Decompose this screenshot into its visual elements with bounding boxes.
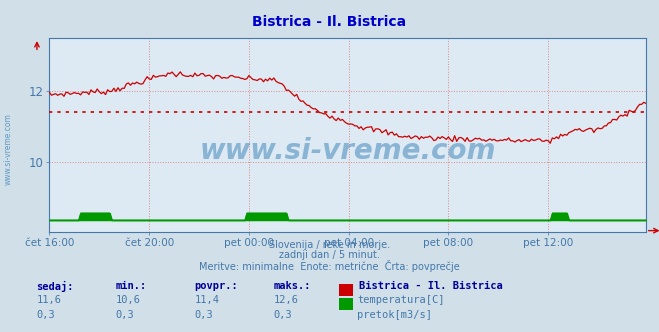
Text: maks.:: maks.: — [273, 281, 311, 290]
Text: Meritve: minimalne  Enote: metrične  Črta: povprečje: Meritve: minimalne Enote: metrične Črta:… — [199, 260, 460, 272]
Text: min.:: min.: — [115, 281, 146, 290]
Text: pretok[m3/s]: pretok[m3/s] — [357, 310, 432, 320]
Text: 10,6: 10,6 — [115, 295, 140, 305]
Text: 0,3: 0,3 — [36, 310, 55, 320]
Text: povpr.:: povpr.: — [194, 281, 238, 290]
Text: Bistrica - Il. Bistrica: Bistrica - Il. Bistrica — [252, 15, 407, 29]
Text: Slovenija / reke in morje.: Slovenija / reke in morje. — [269, 240, 390, 250]
Text: 11,4: 11,4 — [194, 295, 219, 305]
Text: temperatura[C]: temperatura[C] — [357, 295, 445, 305]
Text: sedaj:: sedaj: — [36, 281, 74, 291]
Text: zadnji dan / 5 minut.: zadnji dan / 5 minut. — [279, 250, 380, 260]
Text: www.si-vreme.com: www.si-vreme.com — [200, 137, 496, 165]
Text: 11,6: 11,6 — [36, 295, 61, 305]
Text: 12,6: 12,6 — [273, 295, 299, 305]
Text: 0,3: 0,3 — [194, 310, 213, 320]
Text: 0,3: 0,3 — [115, 310, 134, 320]
Text: www.si-vreme.com: www.si-vreme.com — [3, 114, 13, 185]
Text: 0,3: 0,3 — [273, 310, 292, 320]
Text: Bistrica - Il. Bistrica: Bistrica - Il. Bistrica — [359, 281, 503, 290]
